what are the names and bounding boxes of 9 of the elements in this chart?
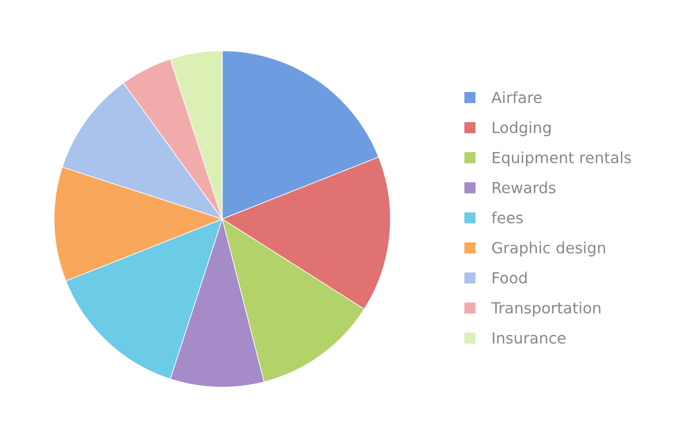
- legend-label: Airfare: [491, 91, 542, 104]
- legend-label: Rewards: [492, 182, 556, 194]
- legend-label: Graphic design: [492, 242, 606, 256]
- legend-label: Transportation: [491, 302, 600, 317]
- legend-label: Food: [492, 272, 527, 284]
- legend-label: Lodging: [492, 121, 551, 136]
- legend-label: Equipment rentals: [492, 151, 631, 166]
- legend-label: fees: [492, 212, 523, 224]
- legend-label: Insurance: [492, 332, 566, 344]
